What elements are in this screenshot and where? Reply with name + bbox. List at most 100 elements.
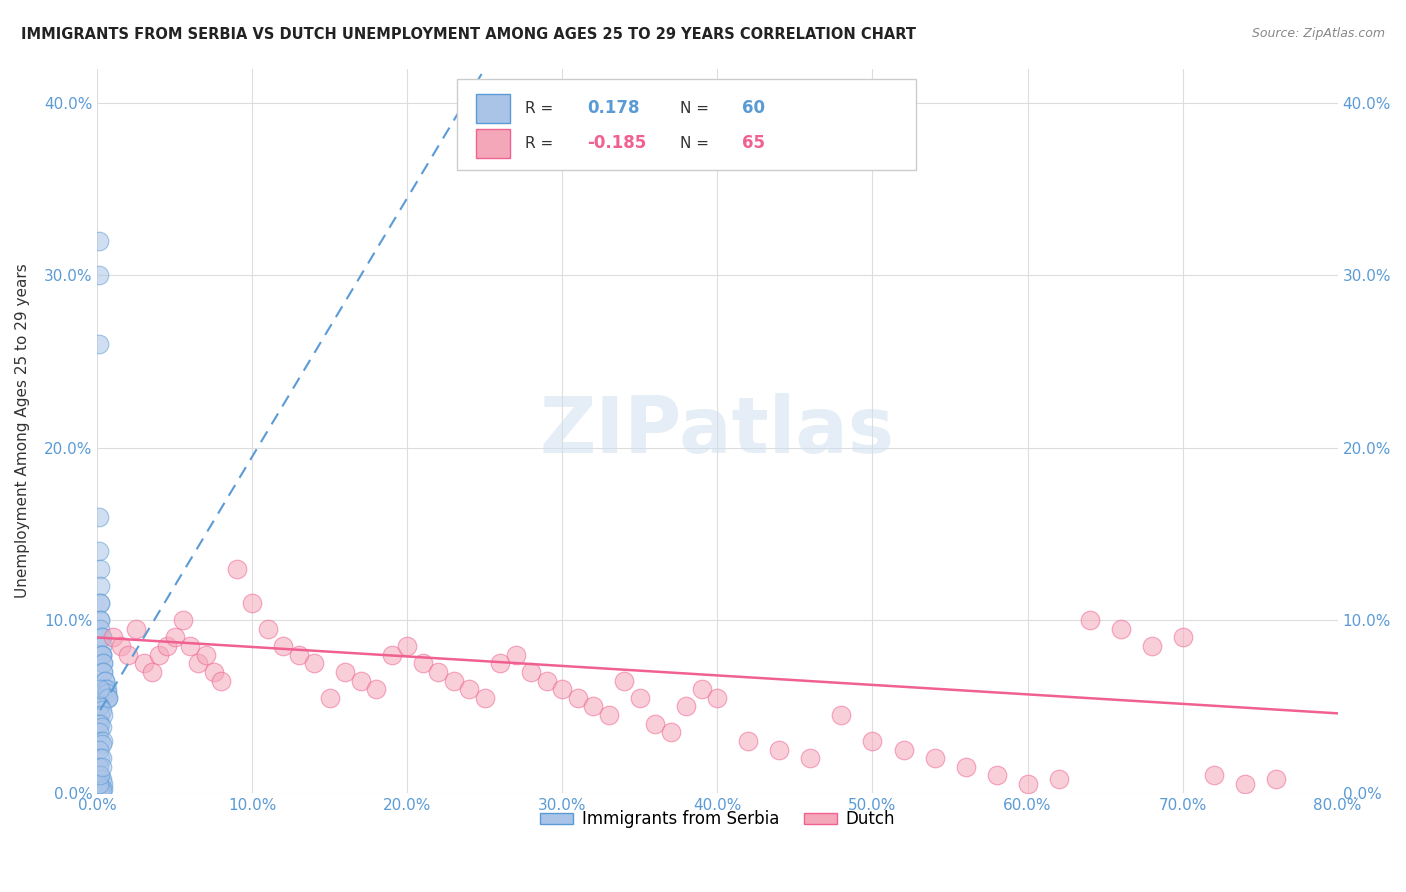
Text: 0.178: 0.178 xyxy=(588,99,640,118)
Point xyxy=(87,725,110,739)
Point xyxy=(893,742,915,756)
Point xyxy=(89,768,111,782)
Point xyxy=(567,690,589,705)
Point xyxy=(89,561,111,575)
Point xyxy=(93,665,115,679)
Point xyxy=(209,673,232,688)
Point xyxy=(335,665,357,679)
Y-axis label: Unemployment Among Ages 25 to 29 years: Unemployment Among Ages 25 to 29 years xyxy=(15,263,30,598)
Point xyxy=(613,673,636,688)
Point xyxy=(125,622,148,636)
Point xyxy=(87,699,110,714)
Point xyxy=(89,780,111,795)
Point xyxy=(87,760,110,774)
Point xyxy=(598,708,620,723)
Text: IMMIGRANTS FROM SERBIA VS DUTCH UNEMPLOYMENT AMONG AGES 25 TO 29 YEARS CORRELATI: IMMIGRANTS FROM SERBIA VS DUTCH UNEMPLOY… xyxy=(21,27,917,42)
Point xyxy=(93,734,115,748)
Point xyxy=(1233,777,1256,791)
Point xyxy=(93,708,115,723)
Point xyxy=(986,768,1008,782)
Point xyxy=(141,665,163,679)
Point xyxy=(117,648,139,662)
Point xyxy=(89,734,111,748)
Point xyxy=(256,622,278,636)
Point xyxy=(172,613,194,627)
Point xyxy=(474,690,496,705)
Point xyxy=(1140,639,1163,653)
Point xyxy=(87,777,110,791)
Point xyxy=(187,657,209,671)
Point xyxy=(96,682,118,697)
Point xyxy=(156,639,179,653)
Point xyxy=(520,665,543,679)
Text: N =: N = xyxy=(681,101,709,116)
Point xyxy=(924,751,946,765)
Point xyxy=(87,337,110,351)
Point xyxy=(489,657,512,671)
Point xyxy=(101,631,124,645)
Point xyxy=(87,234,110,248)
Point xyxy=(1109,622,1132,636)
Point xyxy=(96,686,118,700)
Point xyxy=(90,782,112,797)
Point xyxy=(89,699,111,714)
Legend: Immigrants from Serbia, Dutch: Immigrants from Serbia, Dutch xyxy=(533,804,901,835)
Point xyxy=(427,665,450,679)
Point xyxy=(202,665,225,679)
Point xyxy=(132,657,155,671)
Point xyxy=(799,751,821,765)
Point xyxy=(1264,772,1286,786)
Text: 65: 65 xyxy=(742,134,765,153)
Point xyxy=(90,648,112,662)
Point xyxy=(89,751,111,765)
Text: Source: ZipAtlas.com: Source: ZipAtlas.com xyxy=(1251,27,1385,40)
Point xyxy=(90,720,112,734)
Point xyxy=(90,738,112,752)
Point xyxy=(536,673,558,688)
Point xyxy=(412,657,434,671)
Point xyxy=(319,690,342,705)
Point xyxy=(288,648,311,662)
Point xyxy=(304,657,326,671)
Point xyxy=(89,682,111,697)
Point xyxy=(350,673,373,688)
Point xyxy=(505,648,527,662)
Point xyxy=(90,648,112,662)
Point xyxy=(551,682,574,697)
Point xyxy=(96,690,118,705)
Point xyxy=(628,690,651,705)
Point xyxy=(675,699,697,714)
Point xyxy=(1202,768,1225,782)
Point xyxy=(148,648,170,662)
Point xyxy=(271,639,294,653)
Point xyxy=(955,760,977,774)
Point xyxy=(97,690,120,705)
Point xyxy=(110,639,132,653)
Point xyxy=(179,639,201,653)
Point xyxy=(89,613,111,627)
Point xyxy=(87,716,110,731)
FancyBboxPatch shape xyxy=(475,128,510,158)
Text: R =: R = xyxy=(526,136,554,151)
Text: -0.185: -0.185 xyxy=(588,134,647,153)
Point xyxy=(89,716,111,731)
Point xyxy=(89,708,111,723)
Point xyxy=(644,716,666,731)
Point xyxy=(93,782,115,797)
Point xyxy=(94,682,117,697)
Point xyxy=(458,682,481,697)
Point xyxy=(225,561,247,575)
Point xyxy=(1078,613,1101,627)
Point xyxy=(659,725,682,739)
Point xyxy=(87,509,110,524)
Point xyxy=(862,734,884,748)
Point xyxy=(89,596,111,610)
Point xyxy=(93,657,115,671)
Point xyxy=(94,673,117,688)
Point xyxy=(90,760,112,774)
Point xyxy=(87,544,110,558)
Point xyxy=(89,768,111,782)
Point xyxy=(90,631,112,645)
Point xyxy=(1047,772,1070,786)
Point xyxy=(90,639,112,653)
